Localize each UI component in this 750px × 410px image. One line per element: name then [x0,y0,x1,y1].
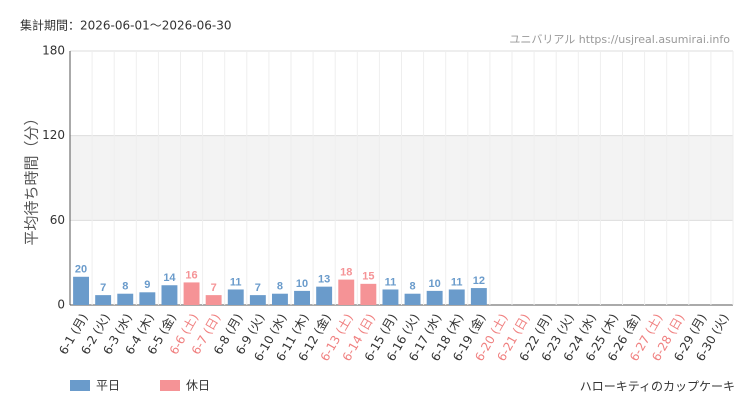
legend-label: 平日 [96,379,120,393]
value-label: 15 [362,271,374,283]
bar [426,290,443,305]
value-label: 11 [385,276,397,288]
value-label: 8 [277,281,283,293]
legend-swatch [160,380,180,391]
value-label: 11 [230,276,242,288]
value-label: 20 [75,264,87,276]
subject: ハローキティのカップケーキ [580,380,735,394]
value-label: 7 [255,282,261,294]
bar [294,290,311,305]
legend-label: 休日 [186,379,210,393]
value-label: 18 [340,267,352,279]
chart-title: 集計期間：2026-06-01～2026-06-30 [20,18,231,33]
bar [448,289,465,305]
y-tick-label: 0 [57,298,65,312]
bar [95,295,112,305]
bar [205,295,222,305]
value-label: 12 [473,275,485,287]
value-label: 8 [409,281,415,293]
value-label: 13 [318,274,330,286]
bar [139,292,156,305]
value-label: 16 [185,269,197,281]
value-label: 10 [429,278,441,290]
bar [249,295,266,305]
value-label: 10 [296,278,308,290]
bar [183,282,200,305]
source: ユニバリアル https://usjreal.asumirai.info [509,33,730,46]
bar [338,279,355,305]
value-label: 7 [100,282,106,294]
bar [360,283,377,305]
bar [161,285,178,305]
bar [73,276,90,305]
y-tick-label: 60 [50,213,65,227]
bar [470,288,487,305]
y-tick-label: 180 [42,44,65,58]
y-axis-label: 平均待ち時間（分） [23,110,41,245]
value-label: 11 [451,276,463,288]
bar [117,293,134,305]
bar [271,293,288,305]
bar [404,293,421,305]
value-label: 14 [163,272,176,284]
bar [316,286,333,305]
value-label: 9 [144,279,150,291]
bar [227,289,244,305]
bar [382,289,399,305]
y-tick-label: 120 [42,128,65,142]
value-label: 7 [211,282,217,294]
value-label: 8 [122,281,128,293]
legend-swatch [70,380,90,391]
